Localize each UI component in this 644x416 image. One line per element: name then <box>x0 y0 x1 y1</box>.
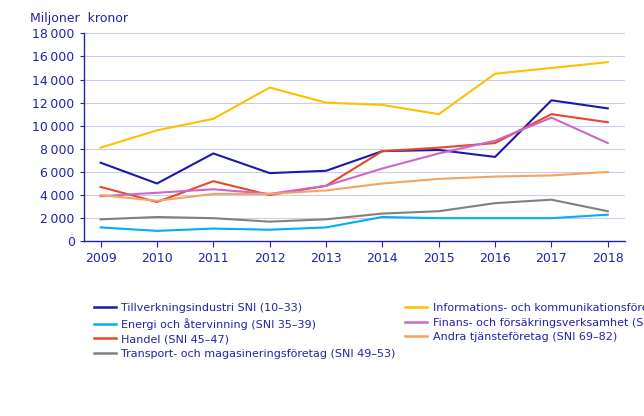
Text: Miljoner  kronor: Miljoner kronor <box>30 12 128 25</box>
Legend: Tillverkningsindustri SNI (10–33), Energi och återvinning (SNI 35–39), Handel (S: Tillverkningsindustri SNI (10–33), Energ… <box>90 299 644 363</box>
